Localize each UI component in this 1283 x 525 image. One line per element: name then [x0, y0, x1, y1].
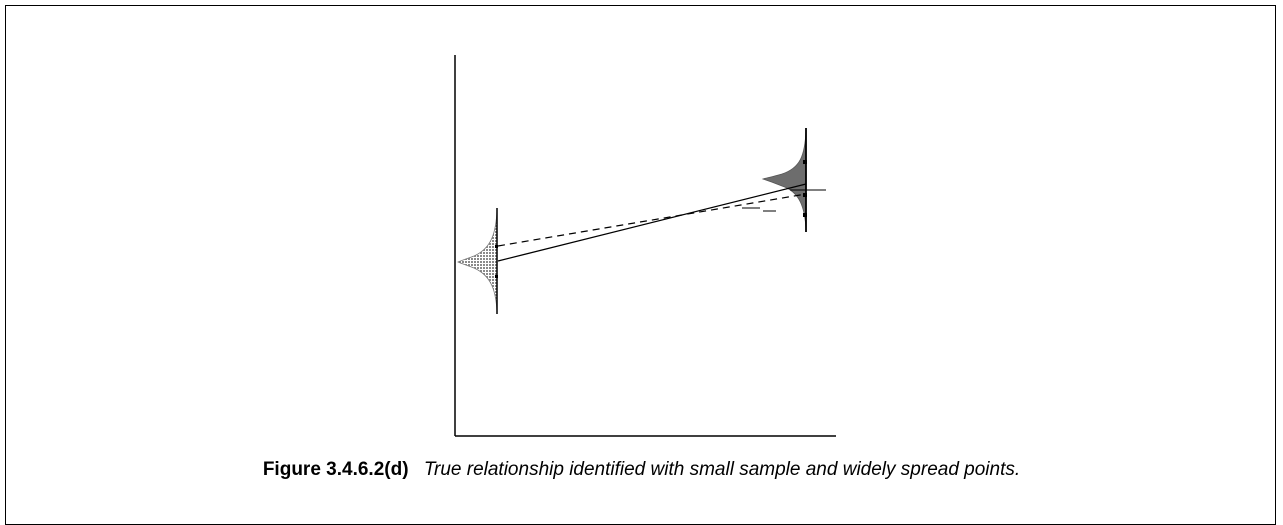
fitted-line [497, 193, 807, 247]
figure-label: Figure 3.4.6.2(d) [262, 459, 409, 480]
regression-diagram [454, 55, 836, 437]
figure-caption: Figure 3.4.6.2(d) True relationship iden… [0, 459, 1283, 481]
left-sample-point [495, 245, 498, 248]
right-sample-point [803, 213, 807, 217]
figure-caption-text: True relationship identified with small … [423, 459, 1021, 480]
left-distribution [457, 209, 498, 313]
left-sample-point [495, 275, 498, 278]
right-sample-point [803, 193, 807, 197]
true-relationship-line [497, 183, 807, 262]
right-sample-point [803, 160, 807, 164]
right-distribution [761, 129, 807, 231]
